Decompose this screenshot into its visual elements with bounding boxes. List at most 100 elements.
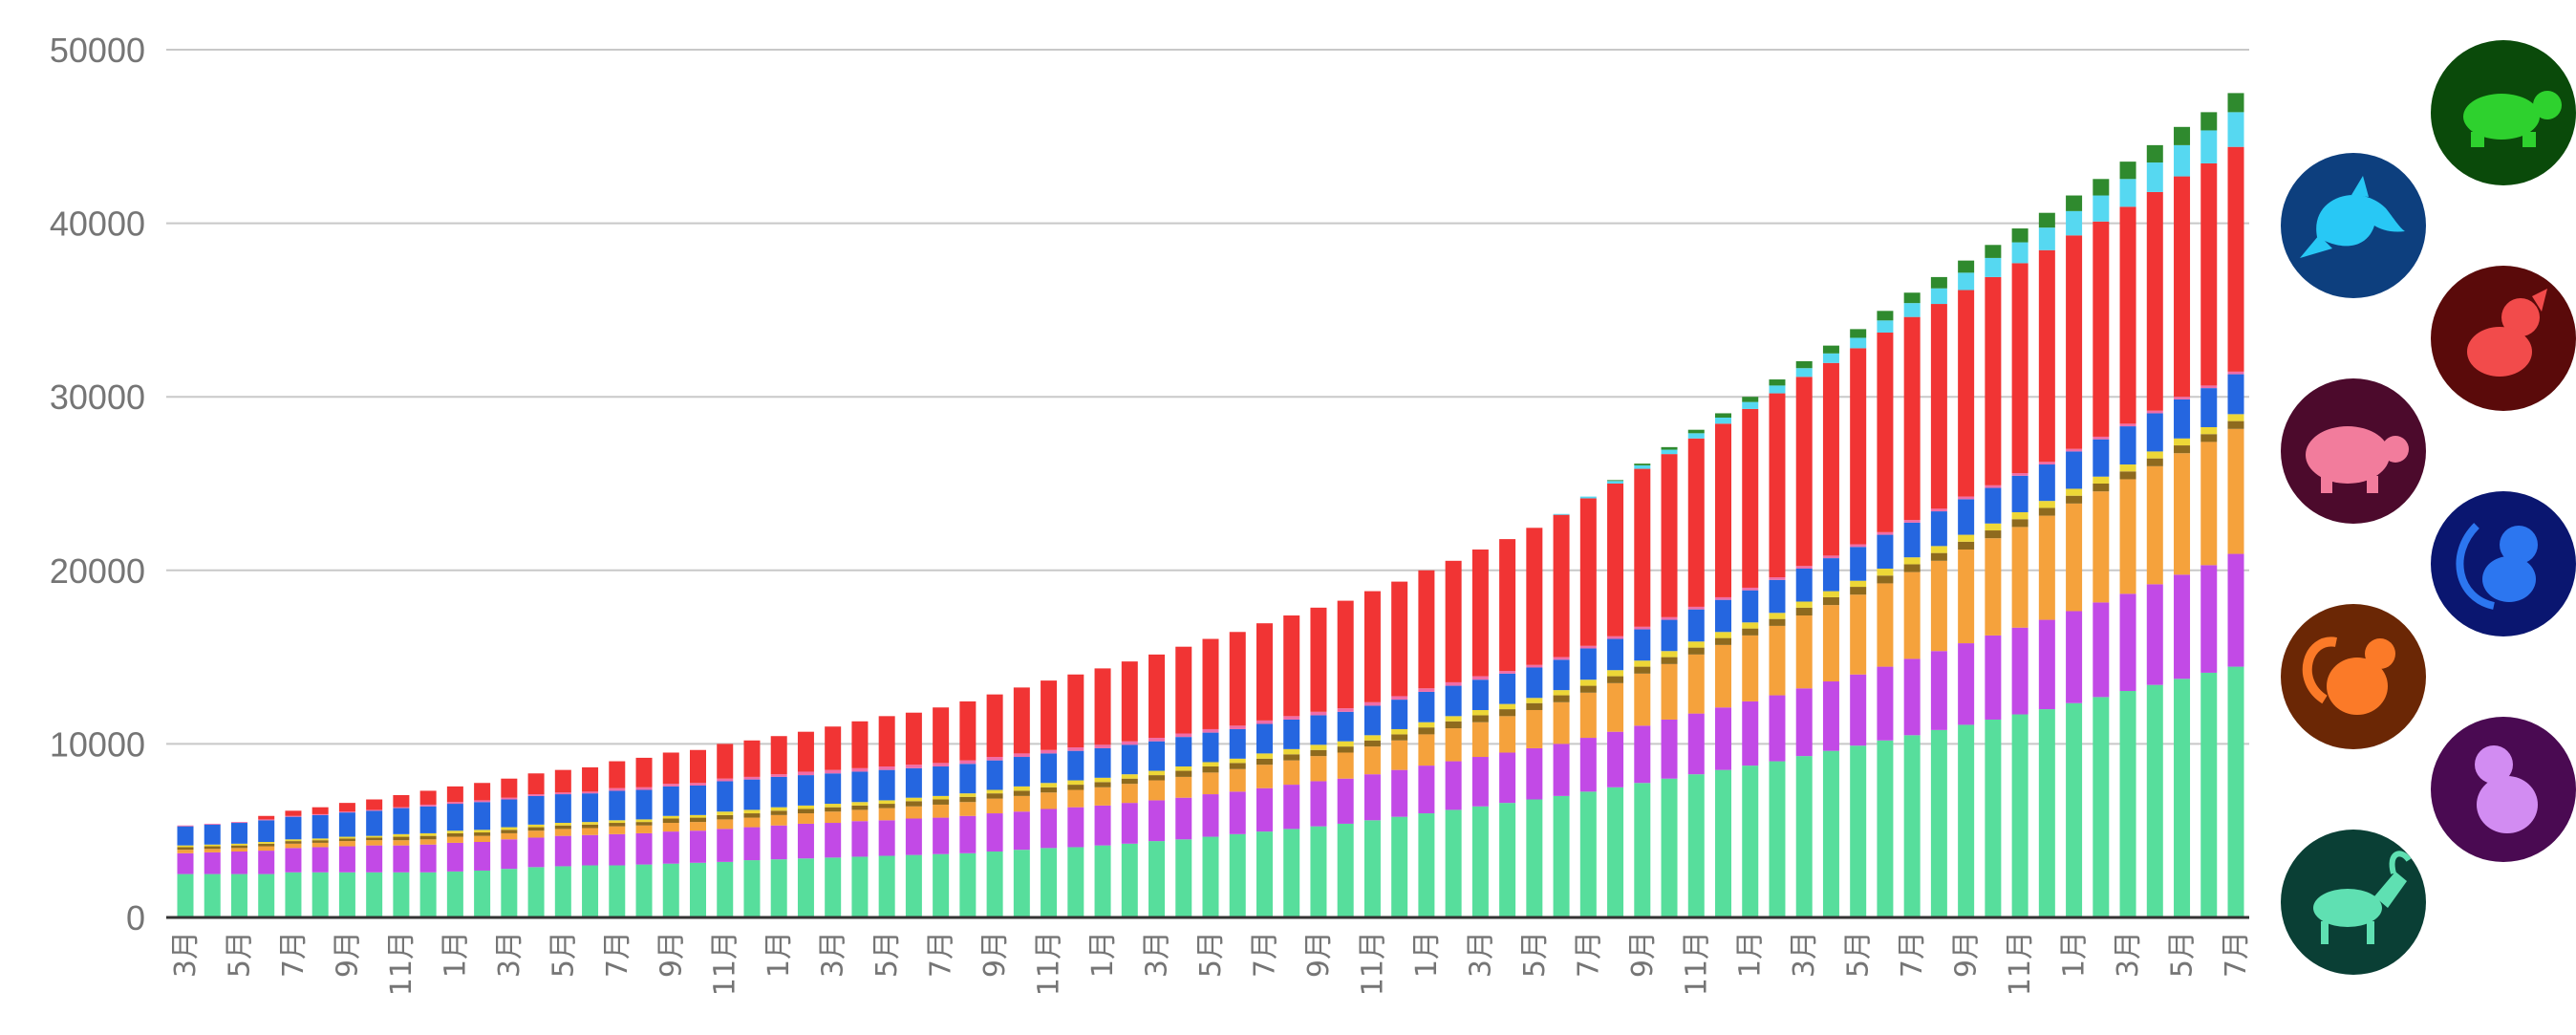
bar-segment-monkey — [878, 769, 895, 801]
bar-segment-brown — [825, 807, 842, 812]
bar-segment-yellow — [2174, 438, 2191, 446]
bar-segment-goat — [797, 858, 814, 917]
bar-segment-goat — [285, 872, 302, 917]
bar-segment-monkey — [1283, 719, 1300, 749]
bar-segment-tiger — [2011, 527, 2029, 628]
bar-segment-panda — [1687, 713, 1705, 775]
bar-segment-tiger — [2038, 515, 2055, 620]
bar-segment-panda — [959, 815, 977, 853]
x-tick-label: 11月 — [1033, 931, 1066, 996]
bar-segment-monkey — [1958, 499, 1975, 535]
bar-segment-tiger — [1579, 692, 1597, 739]
bar-segment-tiger — [1769, 625, 1786, 696]
bar-segment-panda — [2093, 602, 2110, 698]
bar-segment-yellow — [1363, 735, 1381, 741]
bar-segment-dog — [311, 807, 329, 814]
bar-segment-goat — [2146, 684, 2163, 917]
bar-segment-tiger — [1742, 635, 1759, 701]
bar-segment-goat — [2119, 691, 2136, 917]
x-tick-label: 7月 — [1248, 931, 1281, 978]
bar-segment-brown — [2174, 445, 2191, 454]
bar-segment-goat — [1229, 833, 1246, 917]
bar-segment-pig — [1041, 749, 1058, 754]
bar-segment-tiger — [662, 823, 679, 832]
bar-segment-monkey — [1391, 700, 1408, 729]
bar-segment-tiger — [2200, 442, 2218, 566]
bar-segment-goat — [338, 872, 355, 917]
bar-segment-panda — [1661, 719, 1678, 779]
bar-segment-dog — [1067, 674, 1084, 748]
bar-segment-monkey — [1903, 522, 1921, 558]
bar-segment-dog — [717, 744, 734, 779]
bar-segment-pig — [1526, 664, 1543, 668]
bar-segment-brown — [1607, 676, 1624, 683]
bar-segment-monkey — [1985, 487, 2002, 524]
bar-segment-goat — [1499, 803, 1516, 917]
bar-segment-pig — [2011, 473, 2029, 476]
bar-segment-yellow — [1877, 568, 1894, 576]
x-tick-label: 3月 — [493, 931, 526, 978]
bar-segment-yellow — [1499, 703, 1516, 710]
bar-segment-dolphin — [1850, 337, 1867, 349]
bar-segment-yellow — [635, 819, 653, 823]
bar-segment-tiger — [2066, 503, 2083, 612]
bar-segment-dog — [1634, 468, 1651, 627]
bar-segment-panda — [1877, 666, 1894, 741]
x-tick-label: 3月 — [817, 931, 850, 978]
bar-segment-yellow — [446, 830, 463, 833]
bar-segment-monkey — [1310, 715, 1327, 745]
bar-segment-dog — [1013, 687, 1030, 754]
x-tick-label: 1月 — [762, 931, 796, 978]
bar-segment-pig — [609, 787, 626, 791]
bar-segment-monkey — [825, 773, 842, 805]
bar-segment-goat — [1553, 795, 1570, 917]
bar-segment-pig — [311, 813, 329, 815]
bar-segment-monkey — [1121, 744, 1138, 775]
bar-segment-dolphin — [1579, 496, 1597, 499]
bar-segment-panda — [1229, 791, 1246, 834]
bar-segment-dolphin — [1877, 320, 1894, 334]
bar-segment-panda — [1337, 778, 1354, 824]
bar-segment-turtle — [1715, 413, 1731, 418]
bar-segment-goat — [1822, 750, 1839, 917]
bar-segment-monkey — [1687, 609, 1705, 642]
bar-segment-pig — [1579, 645, 1597, 649]
bar-segment-tiger — [797, 813, 814, 824]
bar-segment-panda — [285, 848, 302, 873]
bar-segment-goat — [1930, 729, 1947, 917]
bar-segment-panda — [1418, 765, 1435, 814]
bar-segment-yellow — [1795, 601, 1813, 608]
bar-segment-goat — [501, 869, 518, 917]
bar-segment-turtle — [1822, 345, 1839, 354]
bar-segment-brown — [2227, 420, 2244, 429]
bar-segment-monkey — [905, 767, 922, 798]
bar-segment-turtle — [1903, 292, 1921, 304]
bar-segment-brown — [1067, 785, 1084, 790]
bar-segment-brown — [1526, 702, 1543, 710]
bar-segment-panda — [1553, 744, 1570, 796]
bar-segment-brown — [933, 799, 950, 805]
bar-segment-goat — [717, 861, 734, 917]
bar-segment-panda — [2119, 593, 2136, 692]
bar-segment-monkey — [1041, 753, 1058, 784]
gridlines — [166, 49, 2249, 745]
bar-segment-monkey — [1256, 723, 1273, 754]
bar-segment-panda — [1930, 651, 1947, 730]
bar-segment-tiger — [986, 798, 1003, 814]
bar-segment-goat — [446, 871, 463, 917]
bar-segment-goat — [1471, 806, 1489, 917]
bar-segment-dog — [285, 810, 302, 816]
x-tick-label: 7月 — [601, 931, 634, 978]
bar-segment-panda — [2200, 565, 2218, 673]
pig-icon — [2281, 378, 2426, 524]
bar-segment-panda — [1499, 752, 1516, 804]
bar-segment-yellow — [501, 827, 518, 830]
x-tick-label: 1月 — [2058, 931, 2092, 978]
bar-segment-pig — [2066, 448, 2083, 452]
bar-segment-brown — [635, 822, 653, 826]
bar-segment-tiger — [770, 814, 787, 826]
x-tick-label: 11月 — [709, 931, 742, 996]
bar-segment-tiger — [1391, 740, 1408, 770]
bar-segment-panda — [851, 821, 869, 857]
bar-segment-brown — [1202, 766, 1219, 773]
